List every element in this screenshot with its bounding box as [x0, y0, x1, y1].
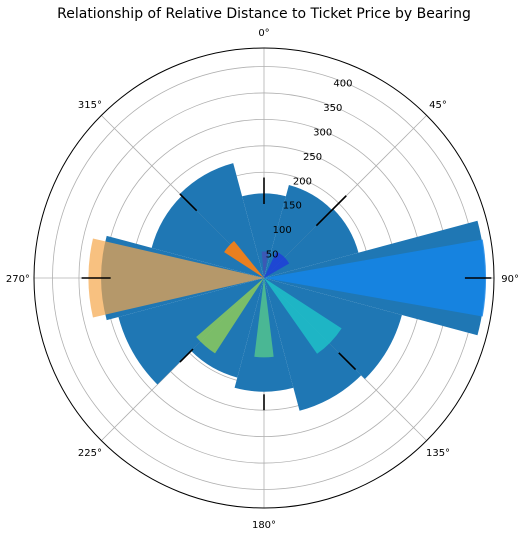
- foreground-bar: [196, 278, 264, 354]
- r-tick-label: 400: [333, 79, 352, 90]
- background-bar: [179, 163, 264, 278]
- chart-title: Relationship of Relative Distance to Tic…: [57, 6, 471, 22]
- r-tick-label: 100: [273, 225, 292, 236]
- error-bar: [179, 348, 194, 363]
- r-tick-label: 200: [293, 176, 312, 187]
- foreground-bar: [224, 241, 264, 278]
- theta-tick-label: 270°: [6, 274, 30, 285]
- error-bar: [179, 193, 198, 212]
- foreground-bar: [254, 278, 274, 358]
- foreground-bar: [261, 251, 269, 278]
- r-tick-label: 50: [266, 250, 279, 261]
- r-tick-label: 300: [313, 127, 332, 138]
- theta-tick-label: 90°: [501, 274, 519, 285]
- theta-tick-label: 225°: [78, 448, 102, 459]
- foreground-bar: [88, 238, 264, 318]
- theta-tick-label: 0°: [258, 28, 269, 39]
- theta-tick-label: 45°: [429, 100, 447, 111]
- foreground-bar: [264, 278, 342, 354]
- foreground-bar: [264, 239, 487, 317]
- theta-tick-label: 315°: [78, 100, 102, 111]
- error-bar: [338, 352, 357, 371]
- background-bar: [264, 208, 359, 278]
- background-bar: [242, 193, 286, 278]
- theta-tick-labels: 0° 45° 90° 135° 180° 225° 270° 315°: [6, 28, 519, 531]
- r-tick-label: 150: [283, 201, 302, 212]
- foreground-bars: [88, 238, 487, 358]
- error-bars: [81, 177, 492, 411]
- theta-tick-label: 180°: [252, 520, 276, 531]
- r-tick-labels: 50 100 150 200 250 300 350 400: [266, 79, 353, 261]
- theta-tick-label: 135°: [426, 448, 450, 459]
- foreground-bar: [264, 251, 290, 278]
- polar-axes-outline: [33, 47, 495, 509]
- background-bar: [118, 278, 264, 385]
- error-bar: [315, 195, 347, 227]
- r-tick-label: 350: [323, 103, 342, 114]
- r-tick-label: 250: [303, 152, 322, 163]
